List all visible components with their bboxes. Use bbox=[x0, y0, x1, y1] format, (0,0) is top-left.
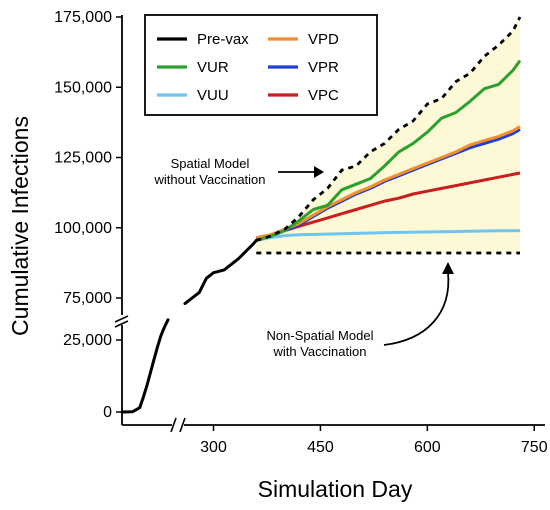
y-tick-label: 25,000 bbox=[63, 332, 112, 349]
legend-label-vpc: VPC bbox=[308, 87, 339, 104]
legend-box bbox=[144, 14, 378, 116]
x-tick-label: 600 bbox=[414, 439, 441, 456]
annotation-spatial-line: Spatial Model bbox=[171, 156, 250, 171]
annotation-spatial-line: without Vaccination bbox=[153, 172, 265, 187]
x-axis-title: Simulation Day bbox=[258, 476, 413, 502]
x-tick-label: 750 bbox=[521, 439, 548, 456]
y-tick-label: 150,000 bbox=[54, 79, 112, 96]
y-tick-label: 75,000 bbox=[63, 290, 112, 307]
series-vpd bbox=[256, 125, 521, 240]
y-axis-title: Cumulative Infections bbox=[7, 116, 33, 336]
series-vur bbox=[255, 59, 522, 242]
annotation-nonspatial-arrow bbox=[383, 271, 450, 346]
annotation-nonspatial-arrowhead bbox=[442, 262, 454, 274]
annotation-nonspatial-line: with Vaccination bbox=[273, 344, 367, 359]
legend: Pre-vax VUR VUU VPD VPR VPC bbox=[144, 14, 378, 116]
series-pre-vax bbox=[183, 238, 258, 306]
y-tick-label: 175,000 bbox=[54, 9, 112, 26]
legend-label-vpd: VPD bbox=[308, 31, 339, 48]
series-spatial-without-vaccination bbox=[255, 16, 522, 242]
x-tick-label: 450 bbox=[307, 439, 334, 456]
y-tick-label: 100,000 bbox=[54, 220, 112, 237]
series-vuu bbox=[256, 229, 521, 242]
series-pre-vax bbox=[120, 318, 170, 414]
annotation-nonspatial-line: Non-Spatial Model bbox=[267, 328, 374, 343]
axes: 75,000 100,000 125,000 150,000 175,000 0 25,00… bbox=[54, 9, 548, 456]
legend-label-vur: VUR bbox=[197, 59, 229, 76]
x-axis-break bbox=[170, 417, 186, 433]
y-axis-break bbox=[114, 315, 129, 328]
series-vpc bbox=[255, 171, 521, 241]
y-tick-label: 0 bbox=[103, 404, 112, 421]
y-tick-label: 125,000 bbox=[54, 150, 112, 167]
legend-label-vuu: VUU bbox=[197, 87, 229, 104]
legend-label-vpr: VPR bbox=[308, 59, 339, 76]
annotation-spatial-arrowhead bbox=[314, 166, 324, 178]
x-tick-label: 300 bbox=[200, 439, 227, 456]
series-lines bbox=[120, 16, 522, 414]
legend-label-pre-vax: Pre-vax bbox=[197, 31, 249, 48]
